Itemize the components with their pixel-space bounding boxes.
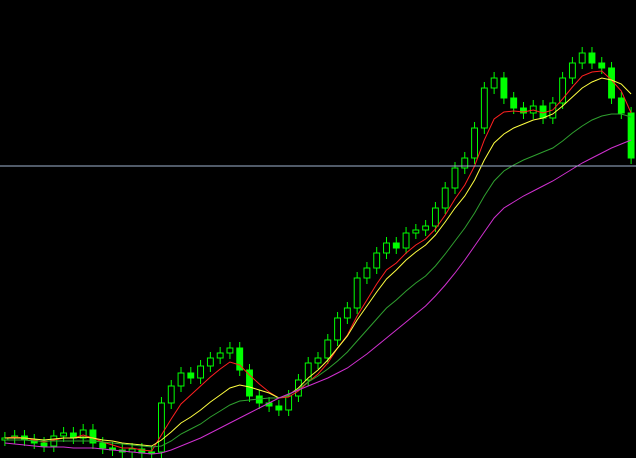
candle-body bbox=[392, 242, 400, 249]
moving-average bbox=[4, 113, 632, 448]
candle-body bbox=[451, 167, 459, 189]
candle-body bbox=[226, 347, 234, 354]
candle-body bbox=[588, 52, 596, 64]
candle-body bbox=[236, 347, 244, 371]
candle-body bbox=[1, 437, 9, 441]
candle-body bbox=[520, 107, 527, 114]
candle-body bbox=[431, 207, 439, 227]
candle-body bbox=[441, 187, 449, 209]
candle-body bbox=[334, 317, 342, 341]
candle-body bbox=[510, 97, 518, 109]
candle-body bbox=[158, 402, 165, 453]
candle-body bbox=[60, 432, 68, 437]
candle-body bbox=[314, 357, 322, 364]
candle-body bbox=[578, 52, 586, 64]
candle-body bbox=[197, 365, 205, 379]
candle-body bbox=[206, 357, 214, 367]
candle-body bbox=[490, 77, 498, 89]
candle-body bbox=[627, 112, 635, 159]
candle-body bbox=[500, 77, 508, 99]
candle-body bbox=[471, 127, 478, 159]
candle-body bbox=[461, 157, 469, 169]
candle-body bbox=[304, 362, 312, 381]
candle-body bbox=[568, 62, 576, 79]
candle-body bbox=[148, 451, 156, 454]
candle-body bbox=[343, 307, 351, 319]
candle-body bbox=[353, 277, 361, 309]
candle-body bbox=[285, 395, 293, 411]
candle-body bbox=[275, 405, 283, 411]
candle-body bbox=[373, 252, 381, 269]
candle-body bbox=[598, 62, 606, 69]
candle-body bbox=[99, 442, 107, 449]
candle-body bbox=[412, 229, 420, 234]
moving-average bbox=[4, 70, 632, 452]
candle-body bbox=[422, 225, 430, 231]
candle-body bbox=[177, 372, 185, 387]
candle-body bbox=[187, 372, 195, 379]
candle-body bbox=[559, 77, 567, 104]
moving-average bbox=[4, 77, 632, 447]
candle-body bbox=[480, 87, 488, 129]
candle-body bbox=[363, 267, 371, 279]
candle-body bbox=[324, 339, 332, 359]
candle-body bbox=[167, 385, 175, 404]
candle-body bbox=[79, 429, 87, 439]
candle-body bbox=[617, 97, 625, 114]
candle-body bbox=[383, 242, 390, 254]
candle-body bbox=[246, 369, 253, 397]
candle-body bbox=[40, 442, 48, 447]
candle-body bbox=[402, 232, 410, 249]
candle-body bbox=[89, 429, 97, 444]
candle-body bbox=[216, 352, 224, 359]
moving-average bbox=[4, 139, 632, 455]
